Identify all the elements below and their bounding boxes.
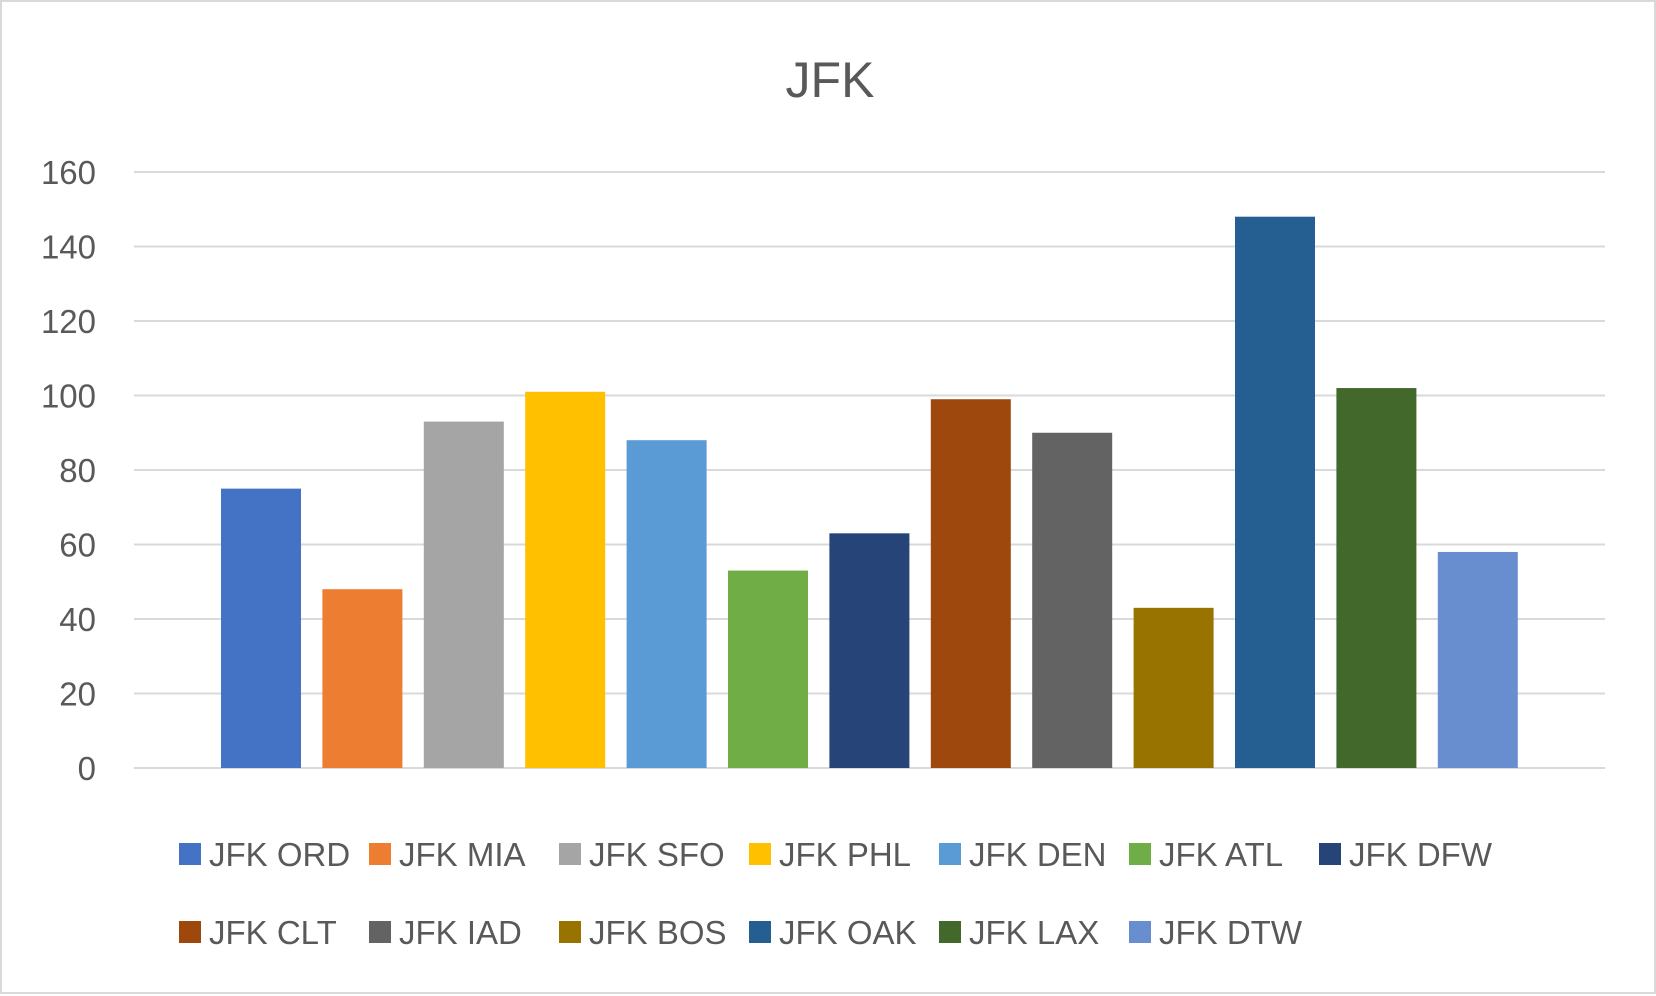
bar-jfk-dtw bbox=[1437, 551, 1518, 768]
legend-swatch bbox=[939, 843, 961, 865]
bar-jfk-bos bbox=[1133, 607, 1214, 768]
legend-item: JFK DTW bbox=[1129, 914, 1303, 951]
legend-item: JFK IAD bbox=[369, 914, 522, 951]
bar-jfk-dfw bbox=[829, 533, 910, 768]
y-axis-tick-labels: 0 20 40 60 80 100 120 140 160 bbox=[41, 154, 96, 787]
legend-item: JFK DEN bbox=[939, 836, 1107, 873]
legend-label: JFK IAD bbox=[399, 914, 522, 951]
legend-label: JFK MIA bbox=[399, 836, 526, 873]
chart-title: JFK bbox=[786, 52, 875, 108]
bars bbox=[221, 216, 1518, 768]
legend-label: JFK ATL bbox=[1159, 836, 1283, 873]
bar-jfk-lax bbox=[1336, 388, 1417, 768]
y-tick-label: 20 bbox=[59, 676, 96, 713]
legend-item: JFK LAX bbox=[939, 914, 1099, 951]
legend-swatch bbox=[1129, 921, 1151, 943]
bar-jfk-den bbox=[626, 440, 707, 768]
legend-swatch bbox=[749, 921, 771, 943]
bar-jfk-mia bbox=[322, 589, 403, 768]
legend-item: JFK CLT bbox=[179, 914, 337, 951]
legend-item: JFK OAK bbox=[749, 914, 917, 951]
legend-label: JFK DTW bbox=[1159, 914, 1303, 951]
bar-jfk-oak bbox=[1235, 216, 1315, 768]
legend-item: JFK SFO bbox=[559, 836, 725, 873]
legend: JFK ORD JFK MIA JFK SFO JFK PHL JFK DEN JFK A… bbox=[179, 836, 1493, 951]
y-tick-label: 80 bbox=[59, 452, 96, 489]
bar-jfk-sfo bbox=[423, 421, 504, 768]
y-tick-label: 40 bbox=[59, 601, 96, 638]
y-tick-label: 60 bbox=[59, 527, 96, 564]
legend-swatch bbox=[1319, 843, 1341, 865]
legend-item: JFK DFW bbox=[1319, 836, 1493, 873]
legend-swatch bbox=[179, 843, 201, 865]
legend-item: JFK MIA bbox=[369, 836, 526, 873]
legend-label: JFK DFW bbox=[1349, 836, 1493, 873]
y-tick-label: 100 bbox=[41, 378, 96, 415]
legend-swatch bbox=[369, 921, 391, 943]
y-tick-label: 140 bbox=[41, 229, 96, 266]
bar-jfk-phl bbox=[525, 391, 606, 768]
legend-swatch bbox=[559, 843, 581, 865]
bar-jfk-ord bbox=[221, 488, 301, 768]
legend-swatch bbox=[559, 921, 581, 943]
legend-swatch bbox=[939, 921, 961, 943]
legend-swatch bbox=[1129, 843, 1151, 865]
legend-item: JFK ORD bbox=[179, 836, 350, 873]
legend-item: JFK PHL bbox=[749, 836, 911, 873]
legend-label: JFK BOS bbox=[589, 914, 727, 951]
bar-jfk-atl bbox=[728, 570, 808, 768]
legend-item: JFK ATL bbox=[1129, 836, 1283, 873]
legend-label: JFK PHL bbox=[779, 836, 911, 873]
legend-label: JFK LAX bbox=[969, 914, 1099, 951]
legend-label: JFK SFO bbox=[589, 836, 725, 873]
legend-label: JFK CLT bbox=[209, 914, 337, 951]
legend-label: JFK DEN bbox=[969, 836, 1107, 873]
legend-item: JFK BOS bbox=[559, 914, 727, 951]
y-tick-label: 120 bbox=[41, 303, 96, 340]
legend-swatch bbox=[369, 843, 391, 865]
legend-swatch bbox=[749, 843, 771, 865]
bar-jfk-iad bbox=[1032, 432, 1113, 768]
bar-jfk-clt bbox=[930, 399, 1011, 768]
legend-label: JFK OAK bbox=[779, 914, 917, 951]
y-tick-label: 160 bbox=[41, 154, 96, 191]
legend-label: JFK ORD bbox=[209, 836, 350, 873]
legend-swatch bbox=[179, 921, 201, 943]
y-tick-label: 0 bbox=[78, 750, 96, 787]
